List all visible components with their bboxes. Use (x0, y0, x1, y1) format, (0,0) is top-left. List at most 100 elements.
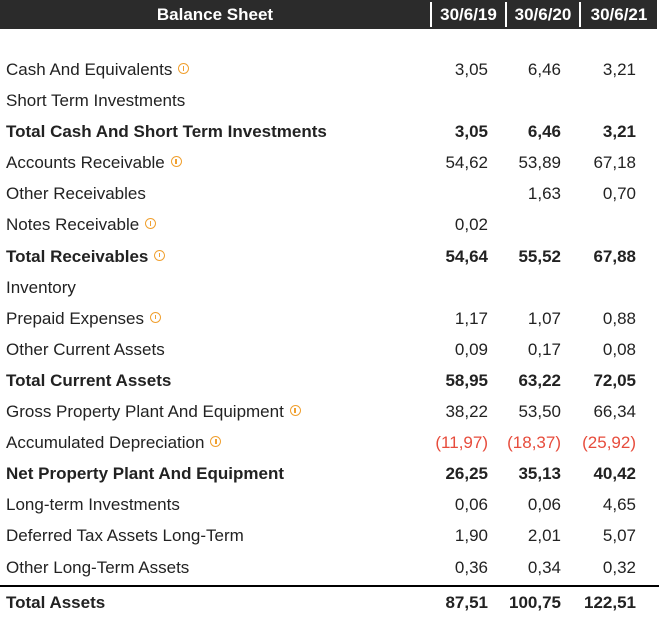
row-label-text: Inventory (6, 277, 76, 297)
cell-value: 4,65 (602, 495, 636, 515)
cell-value: 0,17 (527, 339, 561, 359)
row-label: Total Current Assets (6, 365, 171, 396)
info-icon[interactable] (145, 218, 157, 230)
row-label-text: Gross Property Plant And Equipment (6, 402, 284, 422)
table-row: Short Term Investments (0, 85, 659, 116)
row-label-text: Net Property Plant And Equipment (6, 464, 285, 484)
cell-value: 5,07 (602, 526, 636, 546)
cell-value: 3,05 (454, 60, 488, 79)
cell-value: 3,21 (602, 122, 636, 142)
table-row: Total Receivables 54,64 55,52 67,88 (0, 241, 659, 272)
row-label-text: Deferred Tax Assets Long-Term (6, 526, 244, 546)
info-icon[interactable] (289, 405, 301, 417)
row-label: Other Current Assets (6, 334, 165, 365)
row-label-text: Total Receivables (6, 246, 149, 266)
cell-value: 38,22 (445, 402, 488, 422)
cell-value: 0,70 (602, 184, 636, 204)
row-label: Long-term Investments (6, 489, 180, 520)
total-assets-row: Total Assets 87,51 100,75 122,51 (0, 587, 659, 618)
row-label-text: Other Long-Term Assets (6, 557, 190, 577)
cell-value: 0,02 (454, 215, 488, 235)
header-separator (505, 2, 507, 27)
row-label: Other Receivables (6, 178, 146, 209)
table-row: Other Receivables 1,63 0,70 (0, 178, 659, 209)
row-label-text: Notes Receivable (6, 215, 140, 235)
cell-value: 0,09 (454, 339, 488, 359)
cell-value: 53,89 (518, 153, 561, 173)
row-label: Cash And Equivalents (6, 54, 190, 85)
cell-value: (18,37) (507, 433, 561, 453)
row-label-text: Accounts Receivable (6, 153, 165, 173)
cell-value: 1,17 (454, 308, 488, 328)
cell-value: 3,21 (602, 60, 636, 79)
cell-value: 100,75 (509, 593, 561, 612)
row-label: Prepaid Expenses (6, 303, 161, 334)
cell-value: 63,22 (518, 370, 561, 390)
cell-value: 67,88 (593, 246, 636, 266)
table-row: Prepaid Expenses 1,17 1,07 0,88 (0, 303, 659, 334)
table-row: Long-term Investments 0,06 0,06 4,65 (0, 489, 659, 520)
row-label: Total Cash And Short Term Investments (6, 116, 327, 147)
row-label-text: Cash And Equivalents (6, 60, 173, 79)
cell-value: 40,42 (593, 464, 636, 484)
row-label: Total Receivables (6, 241, 166, 272)
row-label-text: Accumulated Depreciation (6, 433, 205, 453)
table-row: Cash And Equivalents 3,05 6,46 3,21 (0, 54, 659, 85)
cell-value: 55,52 (518, 246, 561, 266)
row-label-text: Prepaid Expenses (6, 308, 144, 328)
balance-sheet-rows: Cash And Equivalents 3,05 6,46 3,21 Short Te… (0, 54, 659, 583)
table-header: Balance Sheet 30/6/19 30/6/20 30/6/21 (0, 0, 657, 29)
cell-value: 0,34 (527, 557, 561, 577)
cell-value: 1,90 (454, 526, 488, 546)
table-row: Notes Receivable 0,02 (0, 209, 659, 240)
header-separator (579, 2, 581, 27)
cell-value: 0,06 (454, 495, 488, 515)
cell-value: 0,88 (602, 308, 636, 328)
cell-value: 1,07 (527, 308, 561, 328)
table-row: Total Current Assets 58,95 63,22 72,05 (0, 365, 659, 396)
row-label-text: Total Current Assets (6, 370, 172, 390)
table-row: Other Current Assets 0,09 0,17 0,08 (0, 334, 659, 365)
row-label: Accounts Receivable (6, 147, 182, 178)
row-label: Other Long-Term Assets (6, 552, 189, 583)
row-label: Net Property Plant And Equipment (6, 458, 284, 489)
cell-value: 54,62 (445, 153, 488, 173)
cell-value: 122,51 (584, 593, 636, 612)
cell-value: 0,08 (602, 339, 636, 359)
cell-value: 0,32 (602, 557, 636, 577)
cell-value: 3,05 (454, 122, 488, 142)
table-title: Balance Sheet (156, 5, 274, 24)
cell-value: (25,92) (582, 433, 636, 453)
table-row: Deferred Tax Assets Long-Term 1,90 2,01 5,0… (0, 520, 659, 551)
column-header-2019: 30/6/19 (440, 5, 497, 24)
table-row: Gross Property Plant And Equipment 38,22 5… (0, 396, 659, 427)
cell-value: 0,36 (454, 557, 488, 577)
row-label: Accumulated Depreciation (6, 427, 222, 458)
row-label: Notes Receivable (6, 209, 157, 240)
info-icon[interactable] (210, 436, 222, 448)
cell-value: 1,63 (527, 184, 561, 204)
info-icon[interactable] (154, 249, 166, 261)
row-label: Gross Property Plant And Equipment (6, 396, 301, 427)
cell-value: 6,46 (527, 60, 561, 79)
cell-value: 26,25 (445, 464, 488, 484)
cell-value: 54,64 (445, 246, 488, 266)
total-divider (0, 585, 659, 587)
cell-value: 0,06 (527, 495, 561, 515)
cell-value: 6,46 (527, 122, 561, 142)
cell-value: 72,05 (593, 370, 636, 390)
cell-value: 53,50 (518, 402, 561, 422)
table-row: Accumulated Depreciation (11,97) (18,37) (2… (0, 427, 659, 458)
info-icon[interactable] (149, 311, 161, 323)
cell-value: 58,95 (445, 370, 488, 390)
row-label: Inventory (6, 272, 76, 303)
row-label: Short Term Investments (6, 85, 185, 116)
info-icon[interactable] (170, 156, 182, 168)
row-label-text: Short Term Investments (6, 91, 186, 111)
table-row: Inventory (0, 272, 659, 303)
table-row: Total Cash And Short Term Investments 3,0… (0, 116, 659, 147)
info-icon[interactable] (178, 63, 190, 74)
cell-value: 87,51 (445, 593, 488, 612)
cell-value: 2,01 (527, 526, 561, 546)
cell-value: 67,18 (593, 153, 636, 173)
